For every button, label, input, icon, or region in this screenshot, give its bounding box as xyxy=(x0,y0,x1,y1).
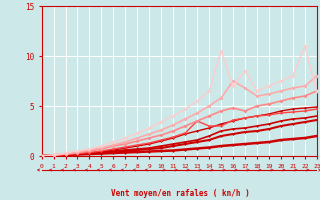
Text: Vent moyen/en rafales ( kn/h ): Vent moyen/en rafales ( kn/h ) xyxy=(111,189,250,198)
